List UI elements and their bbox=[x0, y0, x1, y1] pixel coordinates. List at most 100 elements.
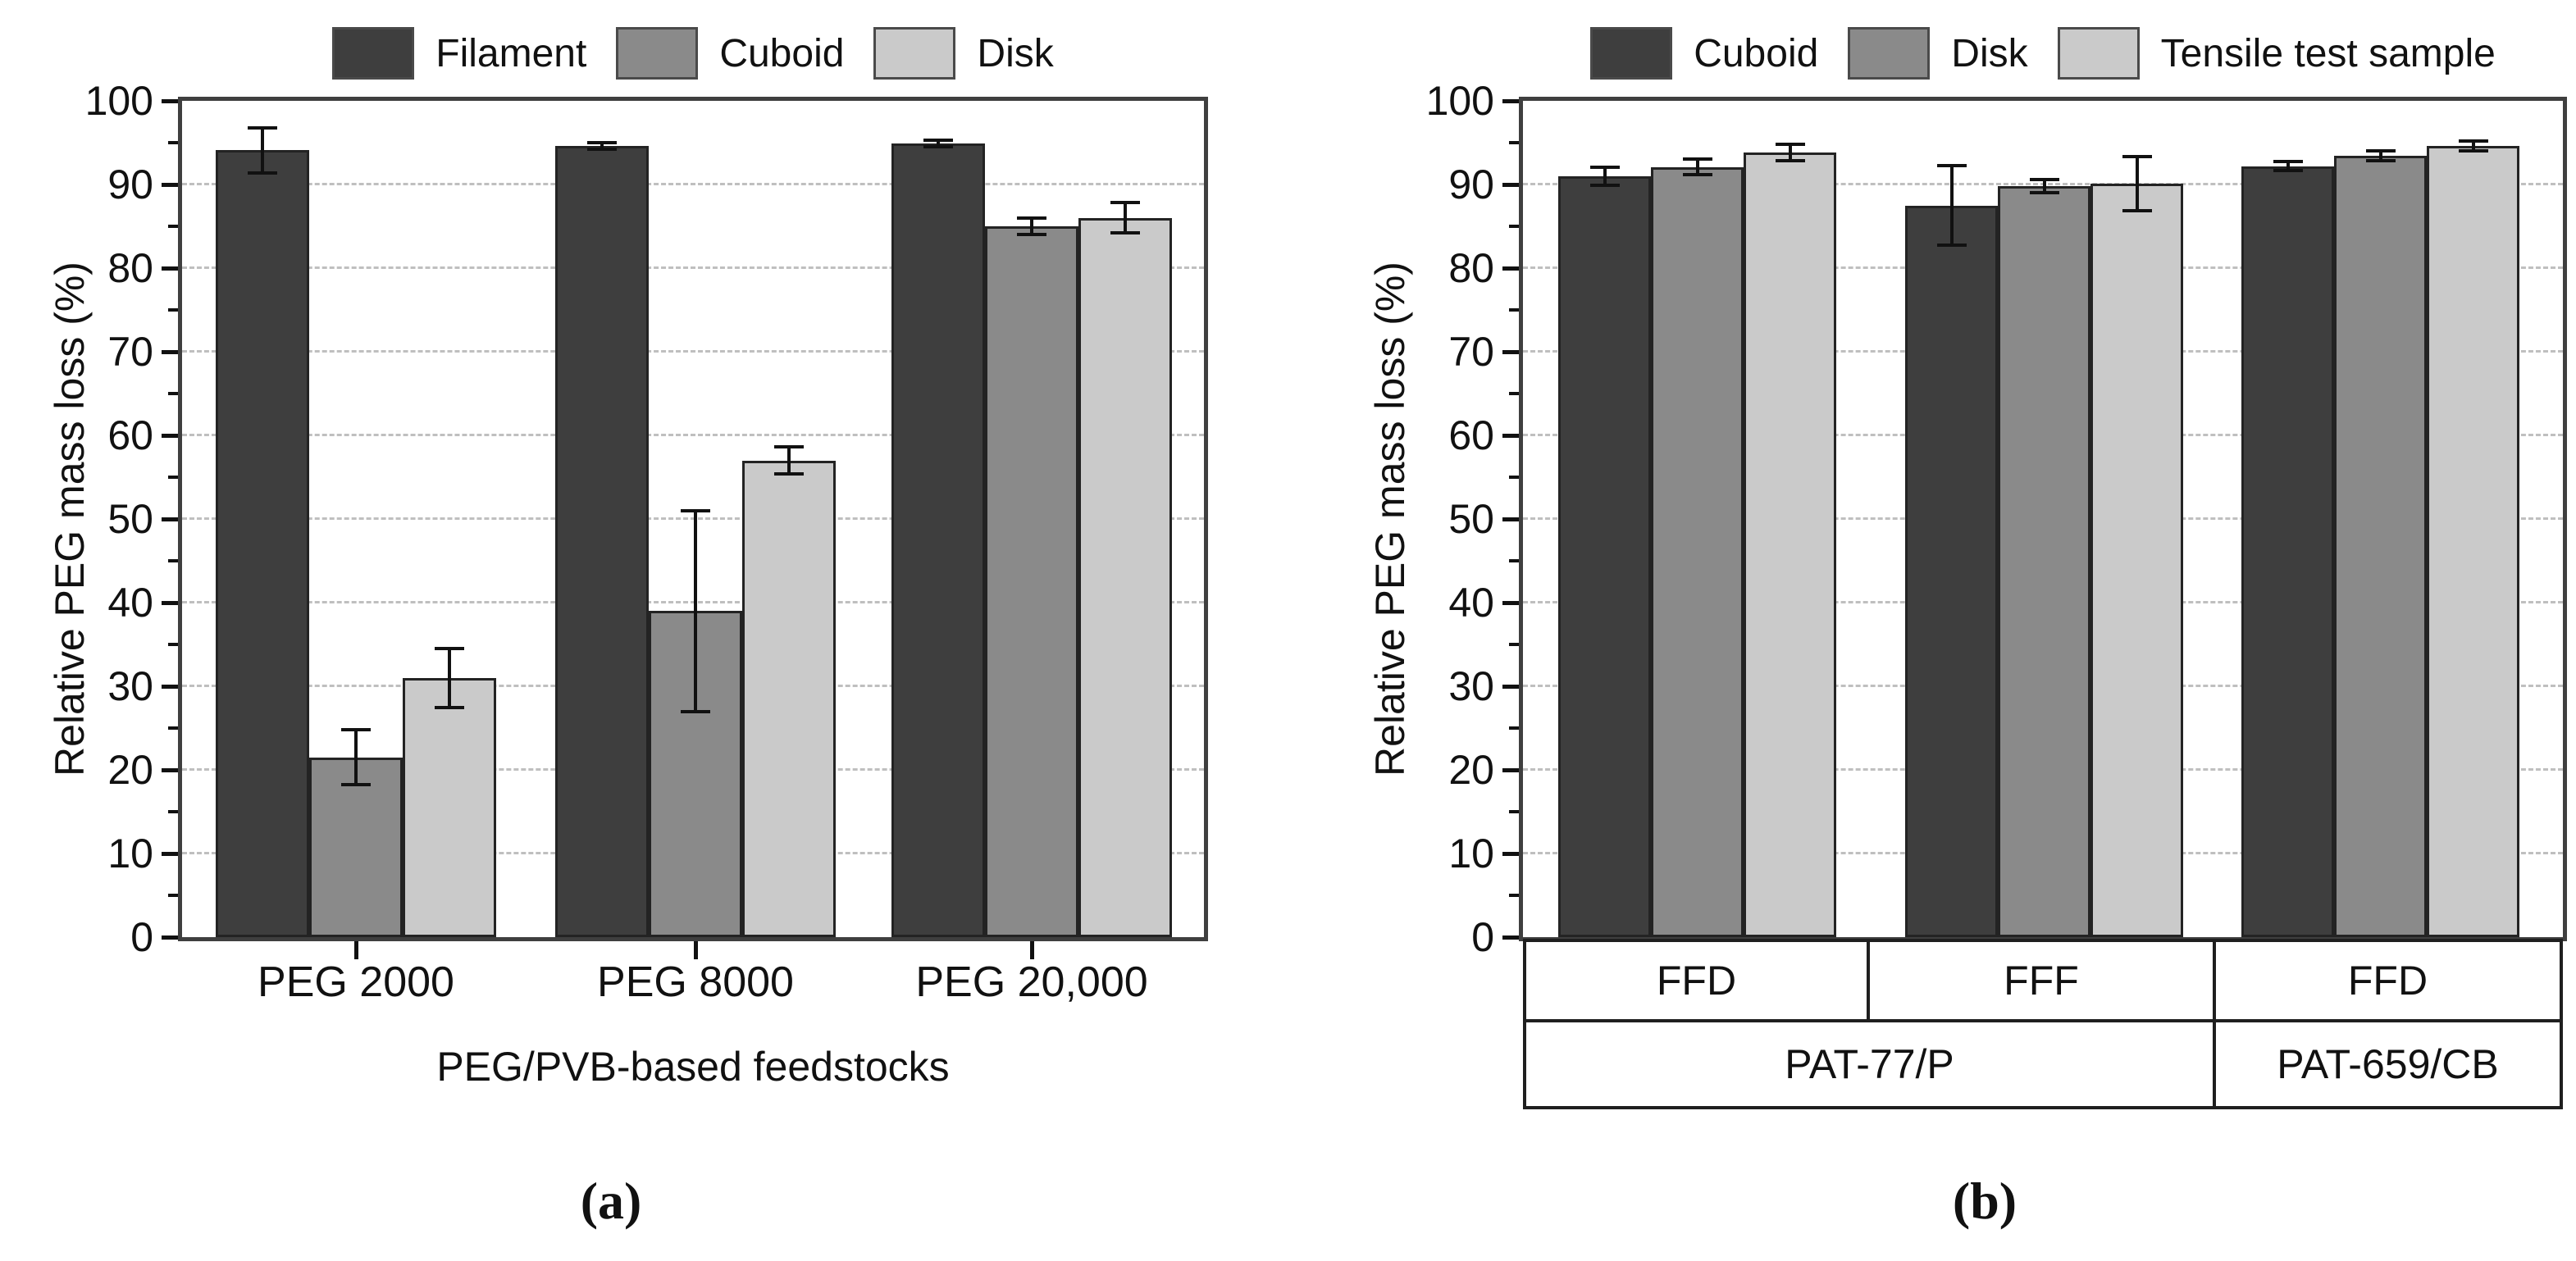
panel-b-error-bar-disk-2 bbox=[2042, 179, 2046, 193]
panel-b-y-minor-tick-65 bbox=[1509, 392, 1519, 395]
panel-b-y-minor-tick-55 bbox=[1509, 476, 1519, 479]
panel-b-legend-item-disk: Disk bbox=[1848, 27, 2028, 80]
panel-a-x-category-label-3: PEG 20,000 bbox=[915, 958, 1148, 1006]
panel-a-y-major-tick-20 bbox=[162, 767, 178, 772]
panel-a-legend: Filament Cuboid Disk bbox=[182, 23, 1204, 84]
panel-a-x-category-label-2: PEG 8000 bbox=[597, 958, 794, 1006]
panel-a-y-tick-label-100: 100 bbox=[84, 78, 153, 124]
panel-a-error-bar-filament-2 bbox=[600, 143, 604, 150]
panel-b-error-cap-top-disk-3 bbox=[2365, 149, 2396, 153]
panel-b-legend-label-tensile-test-sample: Tensile test sample bbox=[2160, 31, 2496, 75]
panel-a-y-tick-label-40: 40 bbox=[107, 580, 153, 626]
panel-a-legend-item-cuboid: Cuboid bbox=[616, 27, 844, 80]
panel-a-gridline-70 bbox=[182, 350, 1204, 353]
panel-b-y-minor-tick-5 bbox=[1509, 894, 1519, 897]
panel-a-gridline-50 bbox=[182, 517, 1204, 520]
panel-a-y-tick-label-60: 60 bbox=[107, 412, 153, 458]
panel-b-error-cap-top-cuboid-1 bbox=[1589, 165, 1620, 169]
panel-a-error-bar-cuboid-2 bbox=[694, 510, 697, 712]
panel-a-x-tick-3 bbox=[1029, 941, 1034, 959]
panel-a-error-bar-disk-1 bbox=[448, 649, 451, 708]
panel-b-legend-label-disk: Disk bbox=[1951, 31, 2028, 75]
panel-b-y-minor-tick-45 bbox=[1509, 559, 1519, 562]
panel-a-bar-cuboid-1 bbox=[309, 757, 403, 937]
panel-a-error-cap-bottom-filament-1 bbox=[248, 171, 277, 175]
panel-a-gridline-40 bbox=[182, 601, 1204, 603]
panel-b-y-tick-label-60: 60 bbox=[1448, 412, 1494, 458]
panel-a-legend-label-disk: Disk bbox=[977, 31, 1054, 75]
panel-b-error-cap-bottom-disk-3 bbox=[2365, 159, 2396, 163]
panel-a-bar-disk-1 bbox=[403, 677, 496, 937]
panel-b-y-minor-tick-85 bbox=[1509, 225, 1519, 228]
panel-a-error-cap-bottom-disk-3 bbox=[1110, 231, 1140, 235]
panel-b-y-major-tick-70 bbox=[1502, 349, 1519, 354]
panel-a-bar-cuboid-3 bbox=[985, 226, 1078, 937]
panel-b-y-tick-label-80: 80 bbox=[1448, 245, 1494, 291]
panel-b-y-tick-label-10: 10 bbox=[1448, 831, 1494, 876]
panel-a-x-axis-title: PEG/PVB-based feedstocks bbox=[436, 1044, 950, 1090]
panel-b-y-tick-label-30: 30 bbox=[1448, 663, 1494, 709]
panel-b-bar-disk-2 bbox=[1998, 186, 2090, 937]
panel-a-error-bar-disk-2 bbox=[787, 447, 791, 474]
panel-b-y-major-tick-10 bbox=[1502, 851, 1519, 856]
panel-a-error-cap-bottom-cuboid-3 bbox=[1017, 233, 1046, 237]
panel-b-y-minor-tick-35 bbox=[1509, 643, 1519, 646]
panel-b-table-category-cell-1: FFD bbox=[1523, 939, 1870, 1022]
disk-swatch-icon bbox=[873, 27, 956, 80]
panel-a-y-major-tick-50 bbox=[162, 517, 178, 521]
panel-b-y-tick-label-100: 100 bbox=[1425, 78, 1494, 124]
panel-a-y-major-tick-80 bbox=[162, 266, 178, 271]
disk-swatch-icon bbox=[1848, 27, 1931, 80]
panel-b-y-tick-label-70: 70 bbox=[1448, 329, 1494, 375]
panel-a-gridline-80 bbox=[182, 266, 1204, 269]
panel-a-y-tick-label-70: 70 bbox=[107, 329, 153, 375]
panel-b-legend-item-tensile-test-sample: Tensile test sample bbox=[2057, 27, 2496, 80]
panel-b-error-cap-bottom-disk-2 bbox=[2029, 191, 2059, 195]
panel-b-y-tick-label-40: 40 bbox=[1448, 580, 1494, 626]
panel-a-error-bar-cuboid-1 bbox=[354, 730, 358, 785]
panel-b-error-cap-bottom-cuboid-1 bbox=[1589, 184, 1620, 188]
panel-b-error-cap-top-tensile-test-sample-1 bbox=[1775, 143, 1805, 147]
panel-a-error-cap-bottom-filament-3 bbox=[923, 145, 953, 149]
panel-a-y-minor-tick-75 bbox=[168, 308, 178, 312]
panel-b-bar-disk-1 bbox=[1651, 166, 1744, 937]
panel-a-bar-filament-2 bbox=[555, 146, 649, 937]
panel-a-error-cap-top-disk-3 bbox=[1110, 201, 1140, 205]
panel-b-bar-cuboid-1 bbox=[1558, 175, 1651, 937]
panel-b-error-cap-top-disk-2 bbox=[2029, 177, 2059, 181]
panel-a-bar-filament-3 bbox=[891, 143, 985, 937]
panel-a-legend-item-disk: Disk bbox=[873, 27, 1054, 80]
panel-a-gridline-90 bbox=[182, 183, 1204, 185]
panel-b-bar-tensile-test-sample-3 bbox=[2427, 146, 2519, 937]
panel-a-y-minor-tick-85 bbox=[168, 225, 178, 228]
panel-a-bar-filament-1 bbox=[216, 150, 309, 937]
panel-a-y-minor-tick-45 bbox=[168, 559, 178, 562]
panel-a-y-tick-label-30: 30 bbox=[107, 663, 153, 709]
panel-a-y-major-tick-0 bbox=[162, 935, 178, 940]
panel-b-table-group-cell-pat-659-cb: PAT-659/CB bbox=[2213, 1019, 2563, 1109]
panel-a-legend-item-filament: Filament bbox=[332, 27, 586, 80]
panel-a-error-cap-top-cuboid-2 bbox=[681, 508, 710, 512]
filament-swatch-icon bbox=[332, 27, 415, 80]
panel-b-error-cap-top-tensile-test-sample-2 bbox=[2122, 155, 2152, 159]
panel-a-error-cap-bottom-cuboid-1 bbox=[341, 783, 371, 787]
panel-b-y-major-tick-100 bbox=[1502, 98, 1519, 103]
panel-b-error-cap-top-tensile-test-sample-3 bbox=[2458, 139, 2488, 143]
panel-a-y-tick-label-80: 80 bbox=[107, 245, 153, 291]
panel-a-y-minor-tick-95 bbox=[168, 141, 178, 144]
panel-a-y-major-tick-10 bbox=[162, 851, 178, 856]
panel-b-error-bar-disk-1 bbox=[1695, 159, 1699, 175]
panel-a-error-cap-bottom-filament-2 bbox=[587, 148, 617, 152]
cuboid-swatch-icon bbox=[1590, 27, 1673, 80]
panel-b-y-major-tick-50 bbox=[1502, 517, 1519, 521]
panel-b-y-major-tick-60 bbox=[1502, 433, 1519, 438]
panel-a-x-tick-1 bbox=[353, 941, 358, 959]
panel-b-bar-cuboid-3 bbox=[2241, 166, 2334, 937]
panel-a-y-minor-tick-55 bbox=[168, 476, 178, 479]
panel-a-error-cap-bottom-disk-1 bbox=[435, 705, 464, 709]
panel-b-y-tick-label-50: 50 bbox=[1448, 496, 1494, 542]
panel-a-bar-disk-2 bbox=[742, 460, 836, 937]
panel-a-y-major-tick-90 bbox=[162, 182, 178, 187]
panel-a-x-tick-2 bbox=[693, 941, 698, 959]
